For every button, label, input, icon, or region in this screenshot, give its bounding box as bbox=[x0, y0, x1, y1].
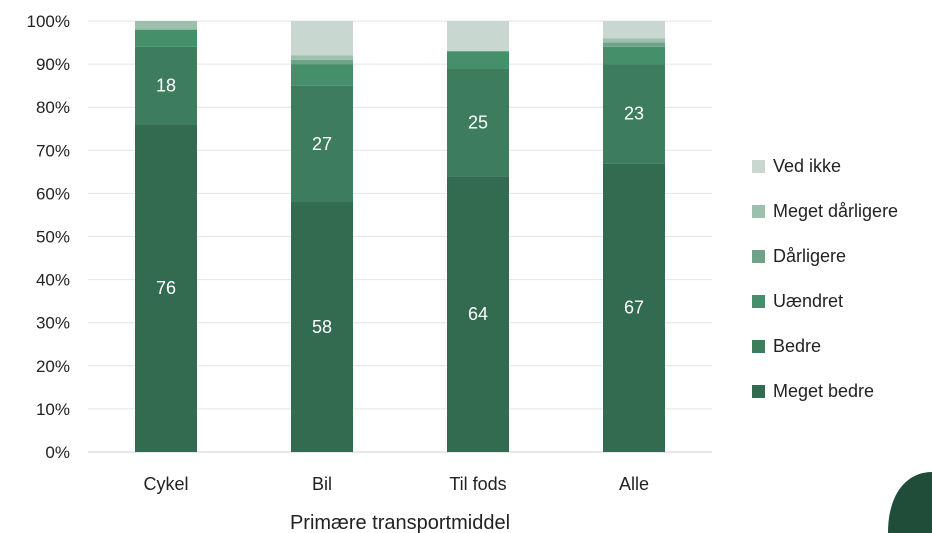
legend-label: Dårligere bbox=[773, 246, 846, 266]
corner-decoration bbox=[888, 472, 932, 533]
y-tick-label: 80% bbox=[36, 98, 70, 117]
bar-segment bbox=[603, 64, 665, 164]
x-axis-category-labels: Cykel Bil Til fods Alle bbox=[143, 474, 649, 494]
bar-segment bbox=[291, 64, 353, 86]
bar-segment bbox=[135, 29, 197, 47]
bar-segment bbox=[603, 42, 665, 47]
bar-segment bbox=[291, 59, 353, 65]
x-category-label: Cykel bbox=[143, 474, 188, 494]
data-label: 23 bbox=[624, 104, 644, 124]
y-tick-label: 40% bbox=[36, 271, 70, 290]
bar-segment bbox=[447, 176, 509, 452]
x-category-label: Bil bbox=[312, 474, 332, 494]
bar-segment bbox=[135, 21, 197, 30]
bar-segment bbox=[291, 21, 353, 56]
legend-label: Ved ikke bbox=[773, 156, 841, 176]
bar-segment bbox=[135, 46, 197, 125]
y-tick-label: 100% bbox=[27, 12, 70, 31]
legend: Ved ikke Meget dårligere Dårligere Uændret B… bbox=[752, 156, 898, 401]
y-axis-tick-labels: 0% 10% 20% 30% 40% 50% 60% 70% 80% 90% 100% bbox=[27, 12, 70, 462]
y-tick-label: 0% bbox=[45, 443, 70, 462]
y-tick-label: 60% bbox=[36, 184, 70, 203]
legend-label: Meget dårligere bbox=[773, 201, 898, 221]
y-tick-label: 30% bbox=[36, 314, 70, 333]
bars: 76 18 58 27 64 25 67 23 bbox=[135, 21, 665, 453]
x-axis-title: Primære transportmiddel bbox=[290, 512, 510, 533]
x-category-label: Til fods bbox=[449, 474, 506, 494]
legend-label: Meget bedre bbox=[773, 381, 874, 401]
data-label: 18 bbox=[156, 76, 176, 96]
legend-swatch bbox=[752, 295, 765, 308]
bar-segment bbox=[603, 46, 665, 65]
bar-segment bbox=[603, 21, 665, 39]
x-category-label: Alle bbox=[619, 474, 649, 494]
bar-segment bbox=[291, 202, 353, 452]
data-label: 58 bbox=[312, 317, 332, 337]
y-tick-label: 90% bbox=[36, 55, 70, 74]
data-label: 27 bbox=[312, 134, 332, 154]
legend-swatch bbox=[752, 340, 765, 353]
bar-segment bbox=[447, 51, 509, 69]
bar-segment bbox=[603, 38, 665, 43]
y-tick-label: 70% bbox=[36, 141, 70, 160]
y-tick-label: 20% bbox=[36, 357, 70, 376]
y-tick-label: 10% bbox=[36, 400, 70, 419]
legend-swatch bbox=[752, 385, 765, 398]
y-tick-label: 50% bbox=[36, 228, 70, 247]
data-label: 76 bbox=[156, 278, 176, 298]
bar-segment bbox=[291, 85, 353, 203]
data-label: 64 bbox=[468, 304, 488, 324]
bar-segment bbox=[135, 124, 197, 452]
legend-swatch bbox=[752, 250, 765, 263]
data-label: 67 bbox=[624, 298, 644, 318]
bar-segment bbox=[447, 68, 509, 177]
data-label: 25 bbox=[468, 112, 488, 132]
legend-swatch bbox=[752, 205, 765, 218]
legend-label: Bedre bbox=[773, 336, 821, 356]
legend-label: Uændret bbox=[773, 291, 843, 311]
bar-segment bbox=[603, 163, 665, 453]
legend-swatch bbox=[752, 160, 765, 173]
bar-segment bbox=[447, 21, 509, 52]
bar-segment bbox=[291, 55, 353, 60]
